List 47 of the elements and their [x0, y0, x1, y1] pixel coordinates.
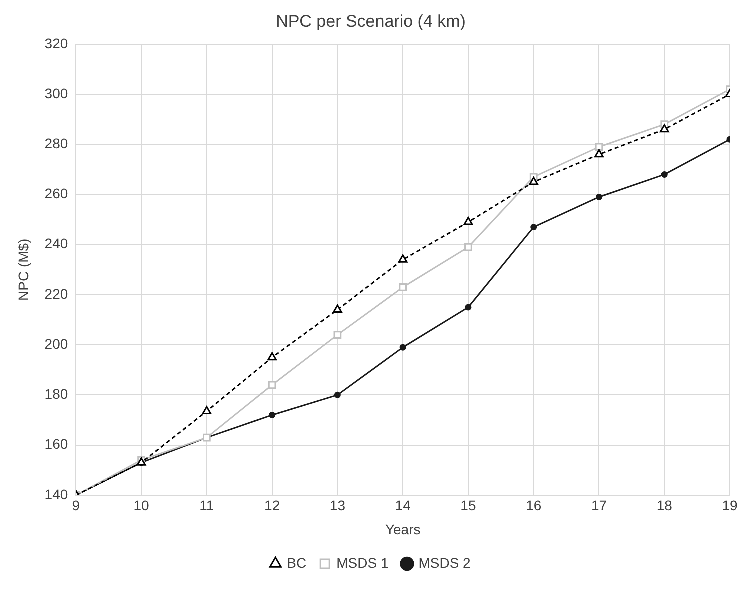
point: [465, 304, 472, 311]
point: [268, 352, 277, 361]
point: [269, 412, 276, 418]
y-axis-title: NPC (M$): [15, 238, 32, 302]
x-tick-label: 15: [460, 498, 476, 514]
x-tick-label: 17: [591, 498, 608, 514]
point: [464, 217, 474, 226]
x-tick-label: 10: [134, 498, 150, 514]
legend-label: BC: [287, 554, 307, 571]
y-tick-label: 160: [44, 436, 68, 452]
x-tick-label: 18: [656, 498, 673, 514]
y-tick-label: 240: [44, 236, 68, 252]
point: [334, 392, 341, 398]
x-tick-label: 9: [72, 498, 80, 514]
point: [400, 344, 406, 351]
x-tick-label: 14: [395, 498, 412, 514]
x-axis-title: Years: [385, 521, 421, 538]
y-tick-label: 320: [44, 35, 68, 52]
x-tick-label: 11: [200, 498, 214, 514]
point: [594, 149, 604, 158]
point: [529, 176, 538, 186]
chart-title: NPC per Scenario (4 km): [276, 12, 466, 31]
point: [464, 243, 472, 252]
point: [202, 406, 212, 414]
legend-label: MSDS 2: [418, 554, 472, 571]
y-tick-label: 260: [44, 186, 68, 202]
point: [334, 331, 342, 339]
y-tick-label: 200: [44, 336, 68, 352]
point: [530, 224, 538, 231]
point: [595, 143, 604, 152]
point: [268, 381, 276, 390]
point: [596, 194, 602, 200]
y-tick-label: 300: [44, 85, 68, 102]
y-tick-label: 280: [44, 135, 68, 152]
x-tick-label: 16: [526, 498, 542, 514]
point: [399, 284, 408, 292]
x-tick-label: 12: [264, 498, 280, 514]
point: [333, 304, 342, 313]
x-tick-label: 19: [722, 498, 738, 514]
x-tick-label: 13: [330, 498, 346, 514]
y-tick-label: 220: [44, 286, 68, 302]
point: [660, 124, 670, 133]
point: [661, 171, 668, 178]
legend-label: MSDS 1: [336, 554, 389, 571]
y-tick-label: 180: [44, 386, 68, 402]
point: [398, 254, 408, 263]
y-tick-label: 140: [44, 486, 68, 502]
